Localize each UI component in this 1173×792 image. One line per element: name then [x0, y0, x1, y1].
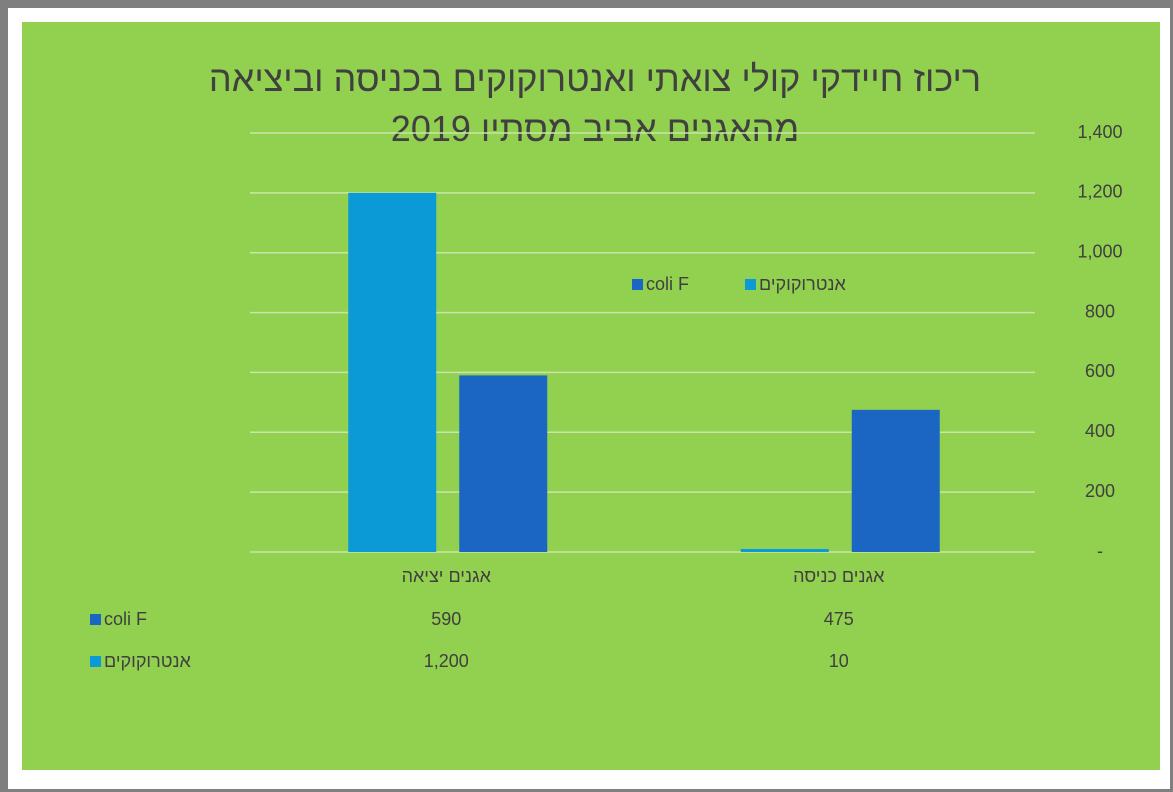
- legend-label: אנטרוקוקים: [759, 274, 846, 294]
- table-value: 10: [829, 651, 849, 671]
- y-tick-label: 1,400: [1077, 122, 1122, 142]
- bar: [459, 375, 548, 552]
- table-series-label: coli F: [104, 609, 147, 629]
- chart-title: ריכוז חיידקי קולי צואתי ואנטרוקוקים בכני…: [208, 58, 982, 149]
- bar: [348, 192, 437, 552]
- table-value: 1,200: [424, 651, 469, 671]
- table-value: 475: [824, 609, 854, 629]
- y-tick-label: 800: [1085, 301, 1115, 321]
- y-tick-label: 1,200: [1077, 182, 1122, 202]
- legend-label: coli F: [646, 274, 689, 294]
- bar: [851, 409, 940, 552]
- table-value: 590: [431, 609, 461, 629]
- y-tick-label: 400: [1085, 421, 1115, 441]
- chart-area: [22, 22, 1160, 770]
- x-tick-label: אגנים כניסה: [793, 566, 885, 586]
- y-tick-label: 600: [1085, 361, 1115, 381]
- table-legend-key: [90, 614, 101, 625]
- bar: [740, 549, 829, 552]
- table-series-label: אנטרוקוקים: [104, 651, 191, 671]
- y-tick-label: -: [1097, 541, 1103, 561]
- x-tick-label: אגנים יציאה: [402, 566, 492, 586]
- table-legend-key: [90, 656, 101, 667]
- y-tick-label: 1,000: [1077, 241, 1122, 261]
- legend-key: [745, 279, 756, 290]
- legend-key: [632, 279, 643, 290]
- y-tick-label: 200: [1085, 481, 1115, 501]
